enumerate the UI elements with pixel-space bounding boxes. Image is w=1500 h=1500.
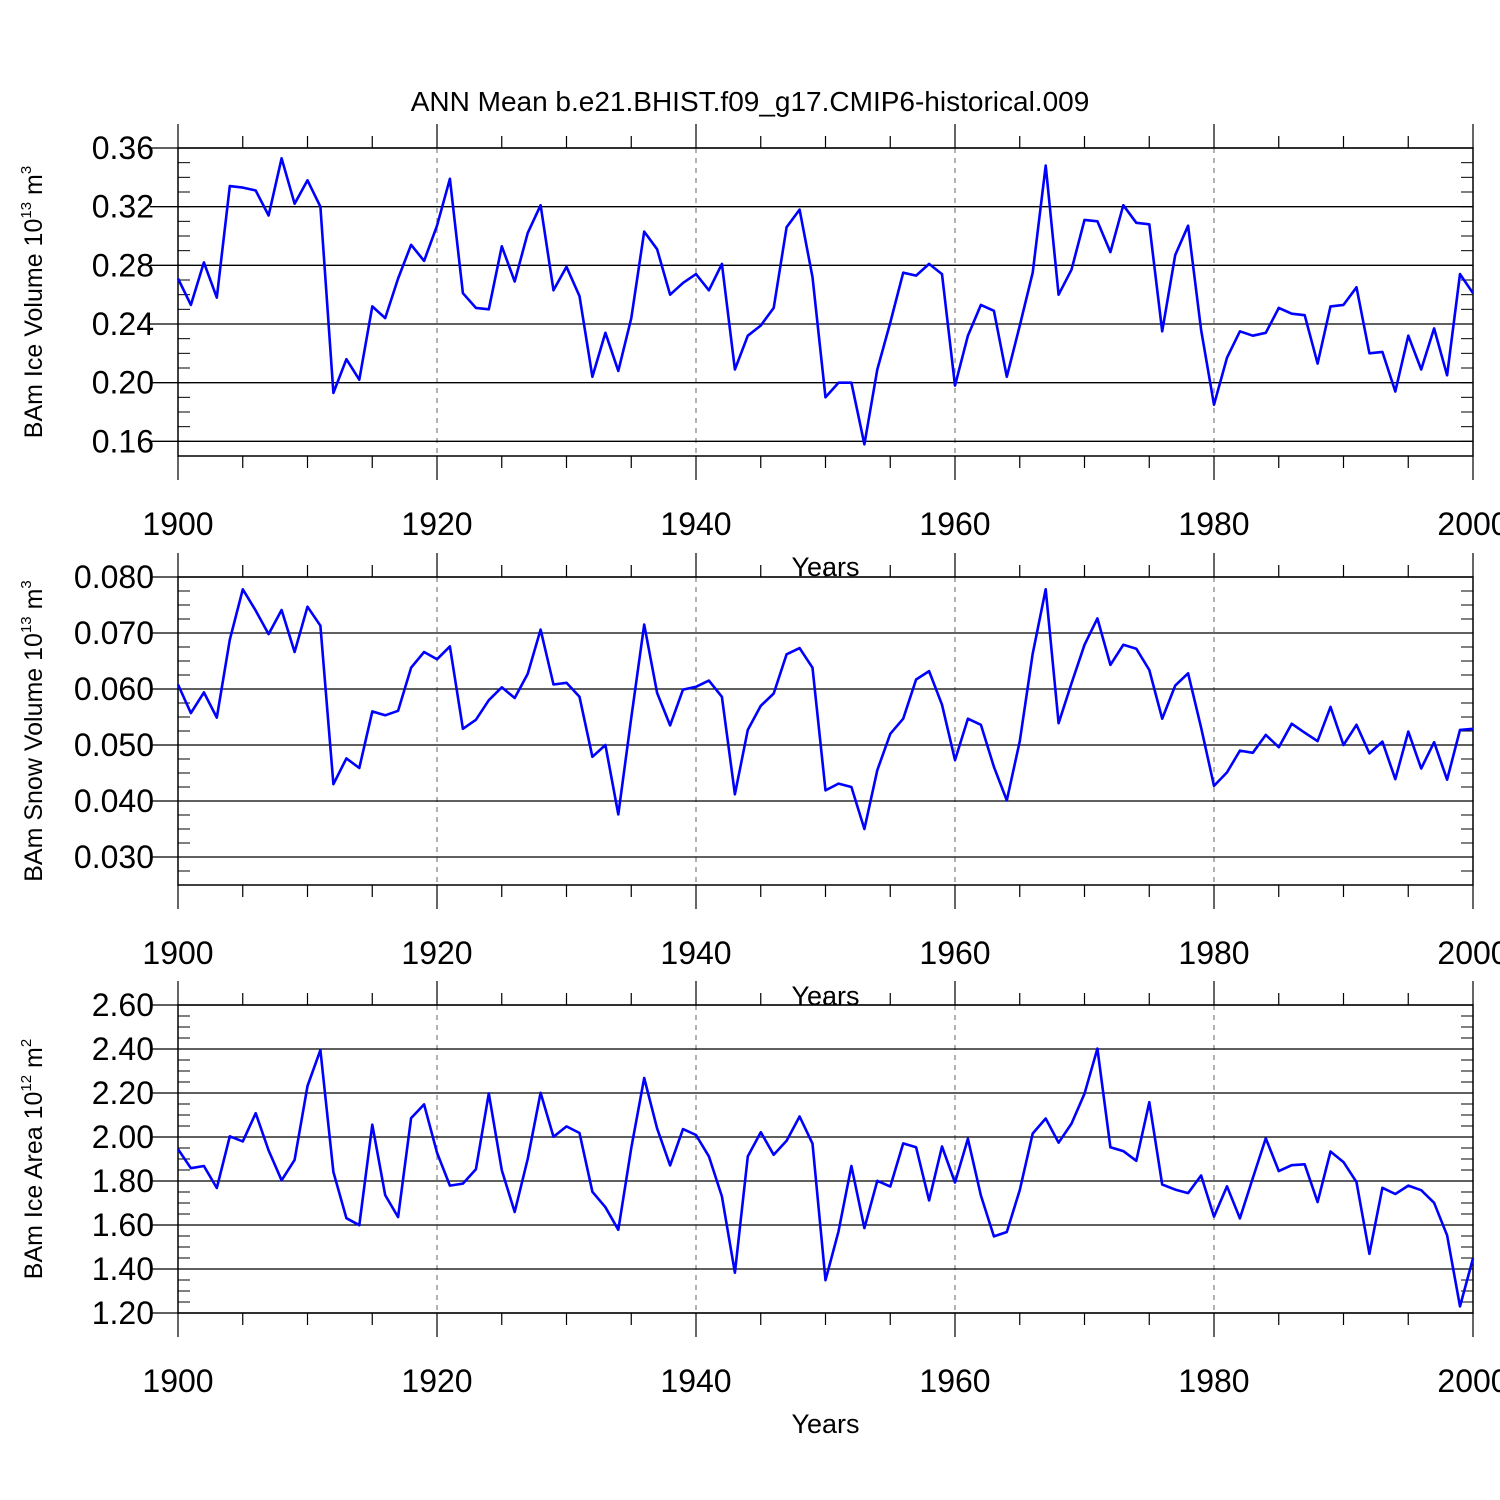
x-tick-label: 1900 xyxy=(142,1363,213,1399)
plot-frame xyxy=(177,147,1474,457)
series-line xyxy=(176,157,1475,446)
y-tick-label: 1.20 xyxy=(92,1295,154,1331)
y-tick-label: 0.060 xyxy=(74,671,154,707)
x-axis-label: Years xyxy=(791,1409,859,1439)
panel-3: 1.20 1.40 1.60 1.80 2.00 2.20 2.40 2.60 1900 1920… xyxy=(18,981,1500,1439)
y-tick-label: 0.28 xyxy=(92,247,154,283)
x-tick-label: 1960 xyxy=(919,506,990,542)
y-tick-label: 1.80 xyxy=(92,1163,154,1199)
x-tick-label: 2000 xyxy=(1437,935,1500,971)
y-tick-label: 0.32 xyxy=(92,189,154,225)
y-tick-label: 2.60 xyxy=(92,987,154,1023)
x-tick-label: 1960 xyxy=(919,1363,990,1399)
series-line xyxy=(176,1047,1475,1308)
panel-2: 0.030 0.040 0.050 0.060 0.070 0.080 1900 1920 19… xyxy=(18,553,1500,1011)
y-tick-label: 0.20 xyxy=(92,365,154,401)
y-tick-label: 0.070 xyxy=(74,615,154,651)
y-tick-label: 2.00 xyxy=(92,1119,154,1155)
chart-title: ANN Mean b.e21.BHIST.f09_g17.CMIP6-histo… xyxy=(411,86,1090,117)
x-tick-label: 1940 xyxy=(660,935,731,971)
x-tick-label: 1980 xyxy=(1178,935,1249,971)
y-tick-label: 0.030 xyxy=(74,839,154,875)
y-tick-label: 1.60 xyxy=(92,1207,154,1243)
y-tick-label: 2.20 xyxy=(92,1075,154,1111)
y-tick-label: 0.24 xyxy=(92,306,154,342)
x-tick-label: 1980 xyxy=(1178,1363,1249,1399)
x-tick-label: 1920 xyxy=(401,506,472,542)
y-axis-label: BAm Ice Area 1012 m2 xyxy=(18,1039,48,1279)
y-axis-label: BAm Snow Volume 1013 m3 xyxy=(18,580,48,882)
x-tick-label: 1940 xyxy=(660,1363,731,1399)
x-tick-label: 2000 xyxy=(1437,1363,1500,1399)
panel-1: 0.16 0.20 0.24 0.28 0.32 0.36 1900 1920 1940 1960… xyxy=(18,124,1500,582)
y-tick-label: 0.16 xyxy=(92,423,154,459)
y-axis-label: BAm Ice Volume 1013 m3 xyxy=(18,166,48,438)
x-tick-label: 1900 xyxy=(142,506,213,542)
plot-frame xyxy=(177,576,1474,886)
x-tick-label: 2000 xyxy=(1437,506,1500,542)
x-tick-label: 1900 xyxy=(142,935,213,971)
y-tick-label: 0.040 xyxy=(74,783,154,819)
x-tick-label: 1960 xyxy=(919,935,990,971)
y-tick-label: 0.080 xyxy=(74,559,154,595)
x-tick-label: 1980 xyxy=(1178,506,1249,542)
y-tick-label: 2.40 xyxy=(92,1031,154,1067)
y-tick-label: 0.36 xyxy=(92,130,154,166)
y-tick-label: 0.050 xyxy=(74,727,154,763)
x-tick-label: 1920 xyxy=(401,935,472,971)
x-tick-label: 1920 xyxy=(401,1363,472,1399)
x-tick-label: 1940 xyxy=(660,506,731,542)
series-line xyxy=(176,587,1474,831)
y-tick-label: 1.40 xyxy=(92,1251,154,1287)
